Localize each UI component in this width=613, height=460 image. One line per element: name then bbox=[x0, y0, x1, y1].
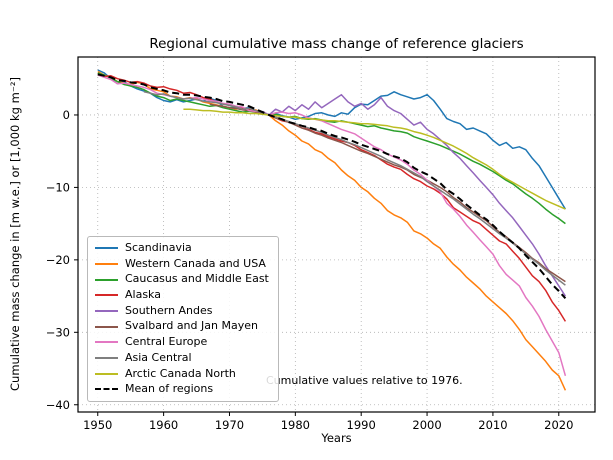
chart-title: Regional cumulative mass change of refer… bbox=[149, 36, 524, 52]
legend-item-svalbard-and-jan-mayen: Svalbard and Jan Mayen bbox=[95, 320, 269, 333]
legend-label-southern-andes: Southern Andes bbox=[125, 303, 213, 317]
legend-swatch-scandinavia bbox=[95, 247, 118, 250]
legend-label-asia-central: Asia Central bbox=[125, 350, 192, 364]
legend-item-alaska: Alaska bbox=[95, 289, 269, 302]
x-tick-label: 1980 bbox=[281, 418, 310, 432]
legend-item-arctic-canada-north: Arctic Canada North bbox=[95, 366, 269, 381]
legend-label-scandinavia: Scandinavia bbox=[125, 241, 192, 254]
legend-swatch-alaska bbox=[95, 294, 118, 297]
legend-item-scandinavia: Scandinavia bbox=[95, 241, 269, 255]
series-line-scandinavia bbox=[97, 69, 567, 210]
series-line-caucasus-and-middle-east bbox=[97, 72, 566, 225]
legend-label-western-canada-and-usa: Western Canada and USA bbox=[125, 256, 266, 270]
legend-swatch-mean-of-regions bbox=[95, 388, 118, 391]
legend-label-mean-of-regions: Mean of regions bbox=[125, 382, 214, 396]
legend-swatch-southern-andes bbox=[95, 310, 118, 312]
legend-item-asia-central: Asia Central bbox=[95, 350, 269, 365]
legend-item-mean-of-regions: Mean of regions bbox=[95, 383, 269, 396]
legend-swatch-western-canada-and-usa bbox=[95, 262, 118, 265]
axes-frame bbox=[77, 56, 596, 413]
x-tick-label: 1990 bbox=[347, 418, 376, 432]
x-tick-label: 1960 bbox=[149, 418, 178, 432]
legend-label-arctic-canada-north: Arctic Canada North bbox=[125, 366, 236, 380]
series-line-asia-central bbox=[143, 91, 566, 286]
legend-swatch-asia-central bbox=[95, 357, 118, 360]
series-line-southern-andes bbox=[262, 93, 567, 297]
x-tick-label: 1970 bbox=[215, 418, 244, 432]
legend-swatch-arctic-canada-north bbox=[95, 372, 118, 375]
x-tick-label: 1950 bbox=[83, 418, 112, 432]
legend-swatch-svalbard-and-jan-mayen bbox=[95, 325, 118, 328]
legend-item-southern-andes: Southern Andes bbox=[95, 303, 269, 318]
y-tick-label: 0 bbox=[63, 108, 70, 122]
series-line-alaska bbox=[97, 73, 567, 322]
y-tick-label: −30 bbox=[46, 325, 70, 339]
legend: Scandinavia Western Canada and USA Caucasu… bbox=[87, 236, 279, 402]
legend-swatch-caucasus-and-middle-east bbox=[95, 278, 118, 281]
y-tick-label: −10 bbox=[46, 180, 70, 194]
legend-item-central-europe: Central Europe bbox=[95, 336, 269, 349]
series-line-mean-of-regions bbox=[97, 73, 567, 299]
x-axis-label: Years bbox=[321, 431, 352, 445]
legend-label-caucasus-and-middle-east: Caucasus and Middle East bbox=[125, 272, 269, 286]
plot-annotation: Cumulative values relative to 1976. bbox=[266, 374, 463, 387]
y-tick-label: −20 bbox=[46, 253, 70, 267]
y-tick-label: −40 bbox=[46, 398, 70, 412]
legend-label-central-europe: Central Europe bbox=[125, 335, 208, 349]
y-axis-label: Cumulative mass change in [m w.e.] or [1… bbox=[8, 77, 22, 391]
legend-swatch-central-europe bbox=[95, 341, 118, 344]
legend-item-caucasus-and-middle-east: Caucasus and Middle East bbox=[95, 273, 269, 286]
x-tick-label: 2010 bbox=[478, 418, 507, 432]
series-line-arctic-canada-north bbox=[183, 108, 566, 210]
x-tick-label: 2000 bbox=[412, 418, 441, 432]
legend-label-svalbard-and-jan-mayen: Svalbard and Jan Mayen bbox=[125, 319, 258, 333]
legend-item-western-canada-and-usa: Western Canada and USA bbox=[95, 256, 269, 271]
x-tick-label: 2020 bbox=[544, 418, 573, 432]
legend-label-alaska: Alaska bbox=[125, 288, 161, 302]
